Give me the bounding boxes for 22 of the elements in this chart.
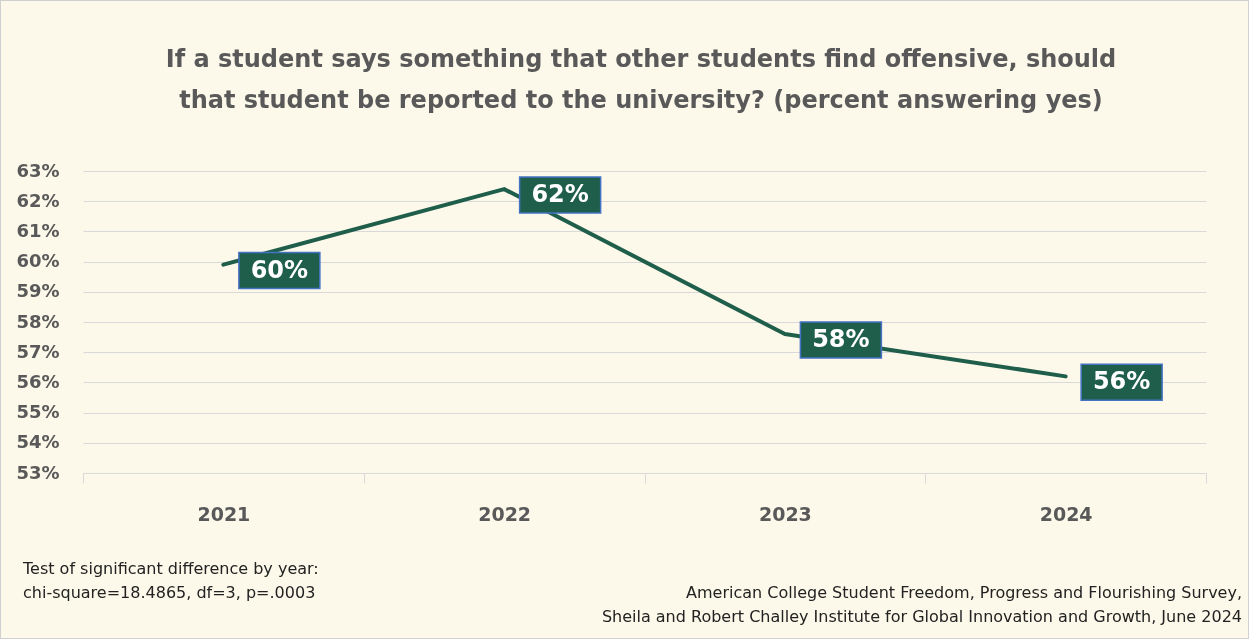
y-tick-label: 56% [16,370,60,392]
y-tick-label: 53% [16,461,60,483]
y-tick-label: 57% [16,340,60,362]
x-tick-label: 2022 [478,502,532,525]
text: American College Student Freedom, Progress and Flourishing Survey, Sheila and Robert Challey Institute for Global Innovation and Growth, June 2024 [601,582,1242,628]
x-tick-label: 2024 [1039,502,1093,525]
y-tick-label: 55% [16,401,60,423]
chart-title: If a student says something that other students find offensive, should that student be reported to the university? (percent answering yes) [164,44,1118,116]
y-tick-label: 62% [16,189,60,211]
y-tick-label: 59% [16,280,60,302]
x-tick-label: 2021 [197,502,251,525]
y-tick-label: 58% [16,310,60,332]
x-tick-label: 2023 [758,502,812,525]
data-label: 60% [250,255,309,284]
y-tick-label: 54% [16,431,60,453]
y-tick-label: 63% [16,159,60,181]
y-tick-label: 60% [16,250,60,272]
text: Test of significant difference by year: chi-square=18.4865, df=3, p=.0003 [23,558,319,604]
data-label: 62% [531,180,589,209]
y-tick-label: 61% [16,219,60,241]
data-label: 58% [812,325,870,354]
data-label: 56% [1092,367,1151,396]
